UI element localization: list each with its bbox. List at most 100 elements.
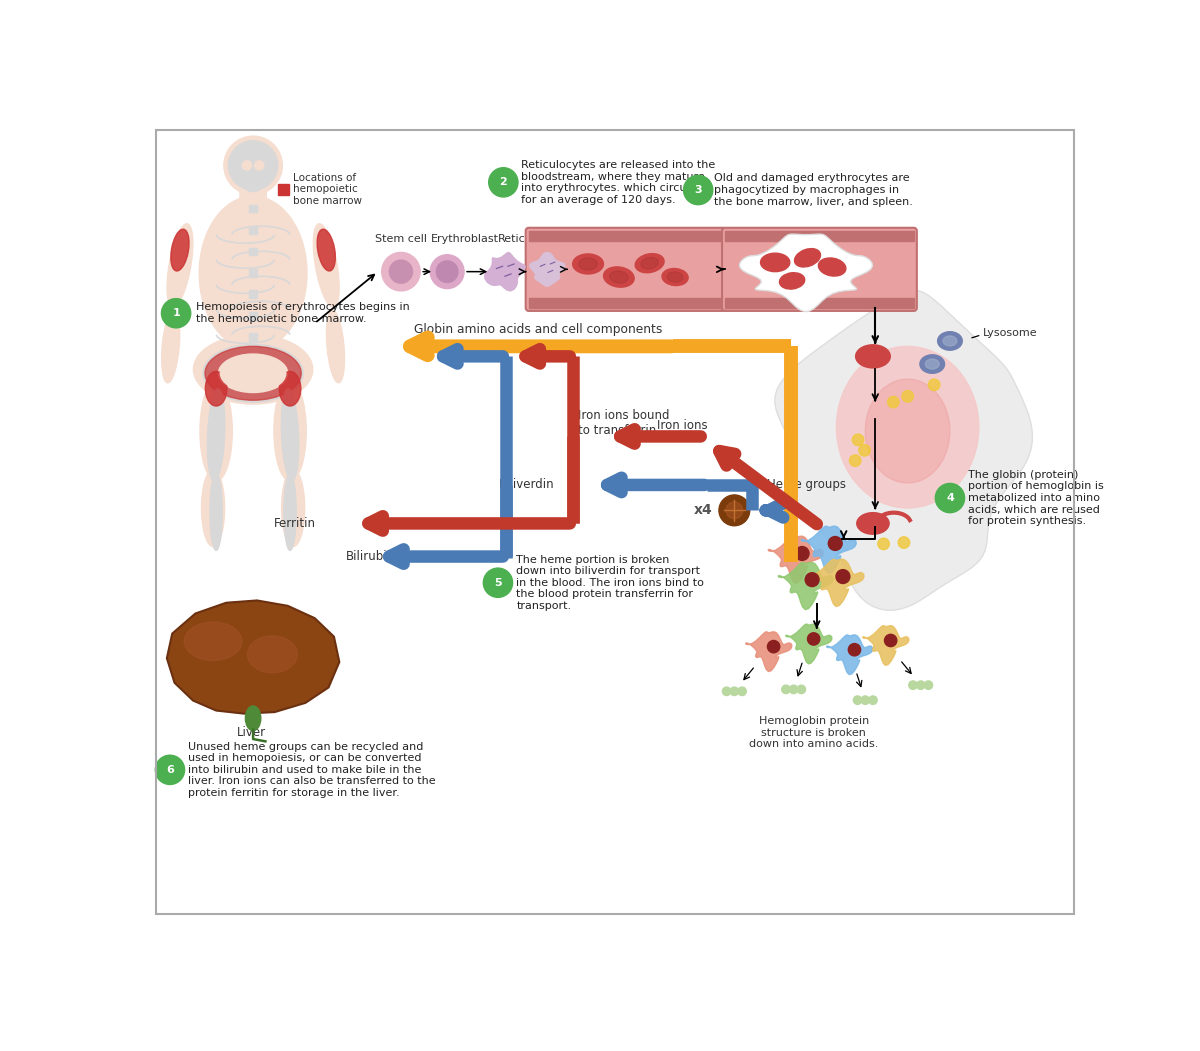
Circle shape [726,502,743,519]
Ellipse shape [836,347,979,508]
Circle shape [888,396,899,408]
Circle shape [254,161,264,170]
Ellipse shape [246,706,260,730]
Ellipse shape [925,359,940,369]
Ellipse shape [856,345,890,368]
Ellipse shape [199,197,307,350]
Circle shape [684,176,713,205]
Text: Ferritin: Ferritin [275,517,317,530]
Ellipse shape [205,371,227,406]
Ellipse shape [578,257,598,270]
Bar [250,355,257,363]
Polygon shape [778,562,833,610]
Text: 4: 4 [946,493,954,503]
Ellipse shape [943,336,956,346]
Ellipse shape [920,355,944,373]
Ellipse shape [210,473,222,551]
Text: Iron ions: Iron ions [658,419,708,432]
Text: Old and damaged erythrocytes are
phagocytized by macrophages in
the bone marrow,: Old and damaged erythrocytes are phagocy… [714,173,912,207]
Ellipse shape [167,224,193,307]
Text: Liver: Liver [236,726,266,739]
Ellipse shape [635,253,664,272]
Text: Hemoglobin protein
structure is broken
down into amino acids.: Hemoglobin protein structure is broken d… [749,716,878,749]
Circle shape [853,696,862,704]
Bar [277,184,288,194]
Text: Lysosome: Lysosome [983,328,1038,338]
Ellipse shape [281,389,299,481]
Circle shape [228,141,277,190]
Ellipse shape [162,310,180,383]
Bar [250,269,257,276]
Circle shape [722,687,731,696]
Ellipse shape [604,267,634,287]
Ellipse shape [662,268,688,286]
Circle shape [898,537,910,549]
Ellipse shape [317,229,335,271]
Text: Iron ions bound
to transferrin: Iron ions bound to transferrin [578,409,670,437]
Ellipse shape [865,379,950,483]
Text: 6: 6 [166,765,174,775]
Circle shape [808,633,820,645]
Circle shape [869,696,877,704]
Circle shape [382,252,420,291]
Polygon shape [745,632,792,672]
Text: Hemopoiesis of erythrocytes begins in
the hemopoietic bone marrow.: Hemopoiesis of erythrocytes begins in th… [196,303,410,324]
Circle shape [884,635,896,646]
Circle shape [224,137,282,194]
Circle shape [162,298,191,328]
Bar [250,290,257,298]
Text: Reticulocytes are released into the
bloodstream, where they mature
into erythroc: Reticulocytes are released into the bloo… [521,160,715,205]
Text: 5: 5 [494,578,502,588]
Bar [250,312,257,320]
Circle shape [828,536,842,551]
Circle shape [859,445,870,456]
Text: 1: 1 [173,308,180,318]
Text: 3: 3 [695,185,702,195]
Polygon shape [802,527,857,574]
Ellipse shape [326,310,344,383]
Text: x4: x4 [694,503,713,517]
Ellipse shape [313,224,340,307]
FancyBboxPatch shape [239,173,266,204]
FancyBboxPatch shape [722,228,917,311]
Ellipse shape [280,371,301,406]
Bar [529,297,722,308]
Ellipse shape [193,335,313,404]
Circle shape [797,685,805,694]
Circle shape [768,640,780,653]
Ellipse shape [818,257,846,276]
Circle shape [805,573,820,586]
Circle shape [902,391,913,403]
Polygon shape [809,559,864,606]
Text: Biliverdin: Biliverdin [499,478,554,492]
Ellipse shape [857,513,889,534]
Text: Reticulocyte: Reticulocyte [498,234,566,244]
Text: 2: 2 [499,178,508,187]
Circle shape [850,455,860,467]
Circle shape [155,756,185,784]
Bar [725,231,913,241]
Ellipse shape [780,272,805,289]
Polygon shape [863,625,908,665]
Circle shape [862,696,870,704]
Circle shape [796,547,809,560]
Circle shape [836,570,850,583]
Ellipse shape [246,182,260,191]
Circle shape [935,483,965,513]
Circle shape [852,434,864,446]
Circle shape [790,685,798,694]
Ellipse shape [208,389,224,481]
Ellipse shape [282,470,305,547]
Circle shape [488,168,518,197]
Ellipse shape [641,257,659,269]
Text: Erythroblast: Erythroblast [431,234,499,244]
Ellipse shape [572,254,604,274]
Text: The heme portion is broken
down into biliverdin for transport
in the blood. The : The heme portion is broken down into bil… [516,555,704,611]
Circle shape [924,681,932,689]
Ellipse shape [202,470,224,547]
Text: The globin (protein)
portion of hemoglobin is
metabolized into amino
acids, whic: The globin (protein) portion of hemoglob… [967,470,1104,527]
Ellipse shape [667,272,683,282]
Ellipse shape [170,229,190,271]
Circle shape [917,681,925,689]
Ellipse shape [218,354,288,392]
